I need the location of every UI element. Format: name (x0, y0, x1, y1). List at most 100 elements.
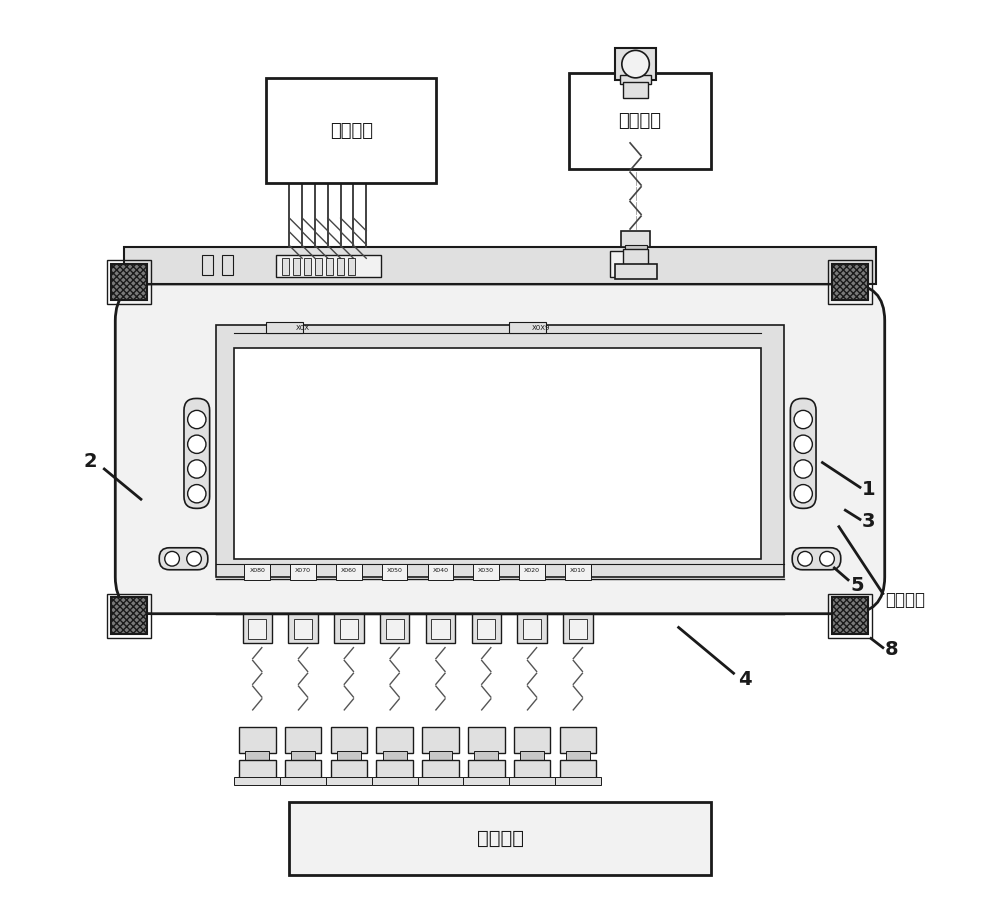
FancyBboxPatch shape (159, 548, 208, 570)
Bar (828, 594, 872, 638)
Bar (285, 727, 321, 753)
Bar (429, 751, 452, 762)
Bar (565, 564, 591, 580)
Bar (418, 777, 463, 785)
Bar (477, 619, 495, 639)
Bar (331, 760, 367, 779)
Bar (463, 777, 509, 785)
Bar (334, 614, 364, 643)
Bar (623, 82, 648, 98)
FancyBboxPatch shape (115, 284, 885, 614)
Circle shape (165, 551, 179, 566)
Bar (832, 264, 868, 300)
Circle shape (794, 435, 812, 453)
Bar (514, 727, 550, 753)
Circle shape (798, 551, 812, 566)
Bar (523, 619, 541, 639)
Text: X020: X020 (524, 568, 540, 573)
Bar (245, 751, 269, 762)
Text: 5: 5 (851, 576, 864, 594)
Bar (428, 564, 453, 580)
Bar (111, 597, 147, 634)
Bar (509, 322, 546, 333)
Bar (348, 258, 355, 275)
Bar (623, 249, 648, 266)
Bar (569, 73, 711, 169)
Text: X080: X080 (249, 568, 265, 573)
Bar (291, 751, 315, 762)
Bar (472, 614, 501, 643)
Bar (382, 564, 407, 580)
Text: 测试设备: 测试设备 (330, 122, 373, 139)
Bar (520, 751, 544, 762)
Bar (376, 727, 413, 753)
Bar (239, 760, 276, 779)
Text: X0X: X0X (296, 325, 310, 331)
Bar (234, 777, 280, 785)
Circle shape (794, 485, 812, 503)
Bar (234, 348, 761, 559)
Bar (383, 751, 407, 762)
Text: X010: X010 (570, 568, 586, 573)
Bar (563, 614, 593, 643)
Bar (614, 264, 657, 279)
Bar (832, 597, 868, 634)
Text: X070: X070 (295, 568, 311, 573)
Bar (288, 614, 318, 643)
Text: 测试设备: 测试设备 (477, 829, 524, 847)
Bar (266, 78, 436, 183)
Bar (331, 727, 367, 753)
Bar (566, 751, 590, 762)
Bar (473, 564, 499, 580)
Bar (555, 777, 601, 785)
Bar (426, 614, 455, 643)
Bar (326, 777, 372, 785)
Bar (276, 255, 381, 277)
Bar (290, 564, 316, 580)
Bar (280, 777, 326, 785)
Bar (216, 325, 784, 577)
Bar (289, 802, 711, 875)
Bar (468, 760, 505, 779)
Bar (621, 231, 650, 247)
Bar (474, 751, 498, 762)
Text: X0X9: X0X9 (532, 325, 550, 331)
Circle shape (188, 460, 206, 478)
Text: X030: X030 (478, 568, 494, 573)
Text: 8: 8 (885, 640, 898, 659)
Bar (337, 751, 361, 762)
FancyBboxPatch shape (184, 398, 210, 508)
Bar (239, 727, 276, 753)
Bar (386, 619, 404, 639)
Text: 微波组件: 微波组件 (885, 591, 925, 609)
Text: 4: 4 (738, 671, 752, 689)
Bar (285, 760, 321, 779)
Bar (107, 594, 151, 638)
Bar (336, 564, 362, 580)
Bar (610, 251, 630, 277)
FancyBboxPatch shape (790, 398, 816, 508)
Text: 3: 3 (862, 512, 875, 530)
Bar (422, 727, 459, 753)
Bar (509, 777, 555, 785)
Circle shape (188, 435, 206, 453)
Bar (326, 258, 333, 275)
Bar (293, 258, 300, 275)
Bar (337, 258, 344, 275)
Text: X060: X060 (341, 568, 357, 573)
Bar (282, 258, 289, 275)
Bar (620, 75, 651, 84)
Circle shape (187, 551, 201, 566)
Bar (828, 260, 872, 304)
Circle shape (794, 460, 812, 478)
Text: X050: X050 (387, 568, 403, 573)
Circle shape (794, 410, 812, 429)
Bar (315, 258, 322, 275)
Text: 1: 1 (862, 480, 875, 498)
Bar (376, 760, 413, 779)
Bar (111, 264, 147, 300)
Bar (422, 760, 459, 779)
Bar (517, 614, 547, 643)
Bar (431, 619, 450, 639)
Bar (248, 619, 266, 639)
